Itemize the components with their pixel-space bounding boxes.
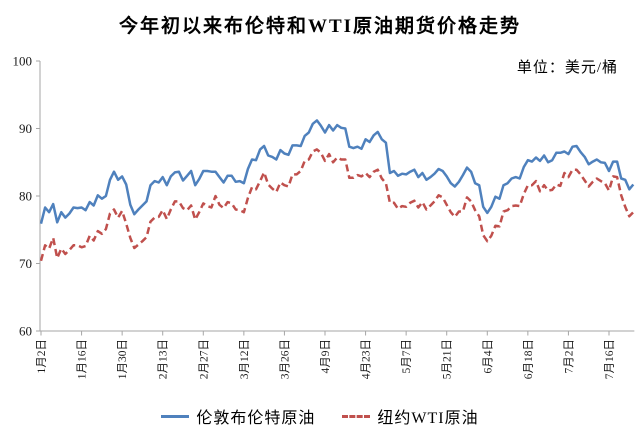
x-tick-label: 7月2日 <box>563 339 575 374</box>
x-tick-label: 7月16日 <box>604 339 616 379</box>
x-tick-label: 2月27日 <box>198 339 210 379</box>
x-tick-label: 4月9日 <box>320 339 332 374</box>
x-tick-label: 1月30日 <box>117 339 129 379</box>
x-tick-label: 3月26日 <box>279 339 291 379</box>
y-tick-label: 100 <box>13 54 33 69</box>
x-tick-label: 6月18日 <box>523 339 535 379</box>
x-tick-label: 1月16日 <box>77 339 89 379</box>
y-tick-label: 90 <box>19 121 32 136</box>
chart-title: 今年初以来布伦特和WTI原油期货价格走势 <box>118 16 522 37</box>
x-tick-label: 3月12日 <box>239 339 251 379</box>
unit-label: 单位：美元/桶 <box>516 60 618 76</box>
legend-item-brent: 伦敦布伦特原油 <box>161 404 315 428</box>
x-tick-label: 5月21日 <box>442 339 454 379</box>
y-tick-label: 80 <box>19 189 32 204</box>
x-tick-label: 4月23日 <box>361 339 373 379</box>
series-line-brent <box>39 119 635 225</box>
x-tick-label: 5月7日 <box>401 339 413 374</box>
x-tick-label: 6月4日 <box>482 339 494 374</box>
legend-item-wti: 纽约WTI原油 <box>342 404 478 428</box>
x-tick-label: 1月2日 <box>36 339 48 374</box>
series-line-wti <box>39 148 635 262</box>
y-tick-label: 70 <box>19 256 32 271</box>
brent-line-swatch <box>161 414 190 418</box>
x-tick-label: 2月13日 <box>158 339 170 379</box>
brent-legend-label: 伦敦布伦特原油 <box>196 410 316 427</box>
chart-legend: 伦敦布伦特原油 纽约WTI原油 <box>0 404 640 428</box>
wti-legend-label: 纽约WTI原油 <box>377 410 479 427</box>
wti-line-swatch <box>342 414 371 418</box>
y-tick-label: 60 <box>19 324 32 339</box>
